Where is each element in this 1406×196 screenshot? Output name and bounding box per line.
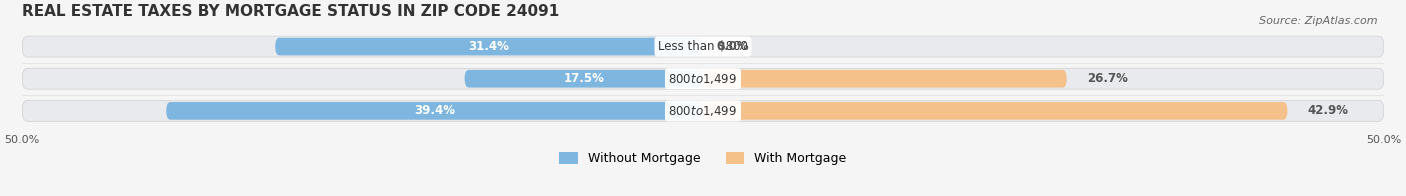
FancyBboxPatch shape	[166, 102, 703, 120]
FancyBboxPatch shape	[276, 38, 703, 55]
Legend: Without Mortgage, With Mortgage: Without Mortgage, With Mortgage	[554, 147, 852, 170]
Text: 0.0%: 0.0%	[717, 40, 749, 53]
FancyBboxPatch shape	[21, 68, 1385, 89]
Text: 17.5%: 17.5%	[564, 72, 605, 85]
Text: $800 to $1,499: $800 to $1,499	[668, 104, 738, 118]
Text: Source: ZipAtlas.com: Source: ZipAtlas.com	[1260, 16, 1378, 26]
Text: 42.9%: 42.9%	[1308, 104, 1348, 117]
Text: Less than $800: Less than $800	[658, 40, 748, 53]
Text: REAL ESTATE TAXES BY MORTGAGE STATUS IN ZIP CODE 24091: REAL ESTATE TAXES BY MORTGAGE STATUS IN …	[21, 4, 560, 19]
FancyBboxPatch shape	[21, 100, 1385, 121]
Text: 26.7%: 26.7%	[1087, 72, 1128, 85]
Text: 31.4%: 31.4%	[468, 40, 509, 53]
FancyBboxPatch shape	[464, 70, 703, 88]
Text: $800 to $1,499: $800 to $1,499	[668, 72, 738, 86]
FancyBboxPatch shape	[21, 36, 1385, 57]
FancyBboxPatch shape	[703, 70, 1067, 88]
Text: 39.4%: 39.4%	[415, 104, 456, 117]
FancyBboxPatch shape	[703, 102, 1288, 120]
